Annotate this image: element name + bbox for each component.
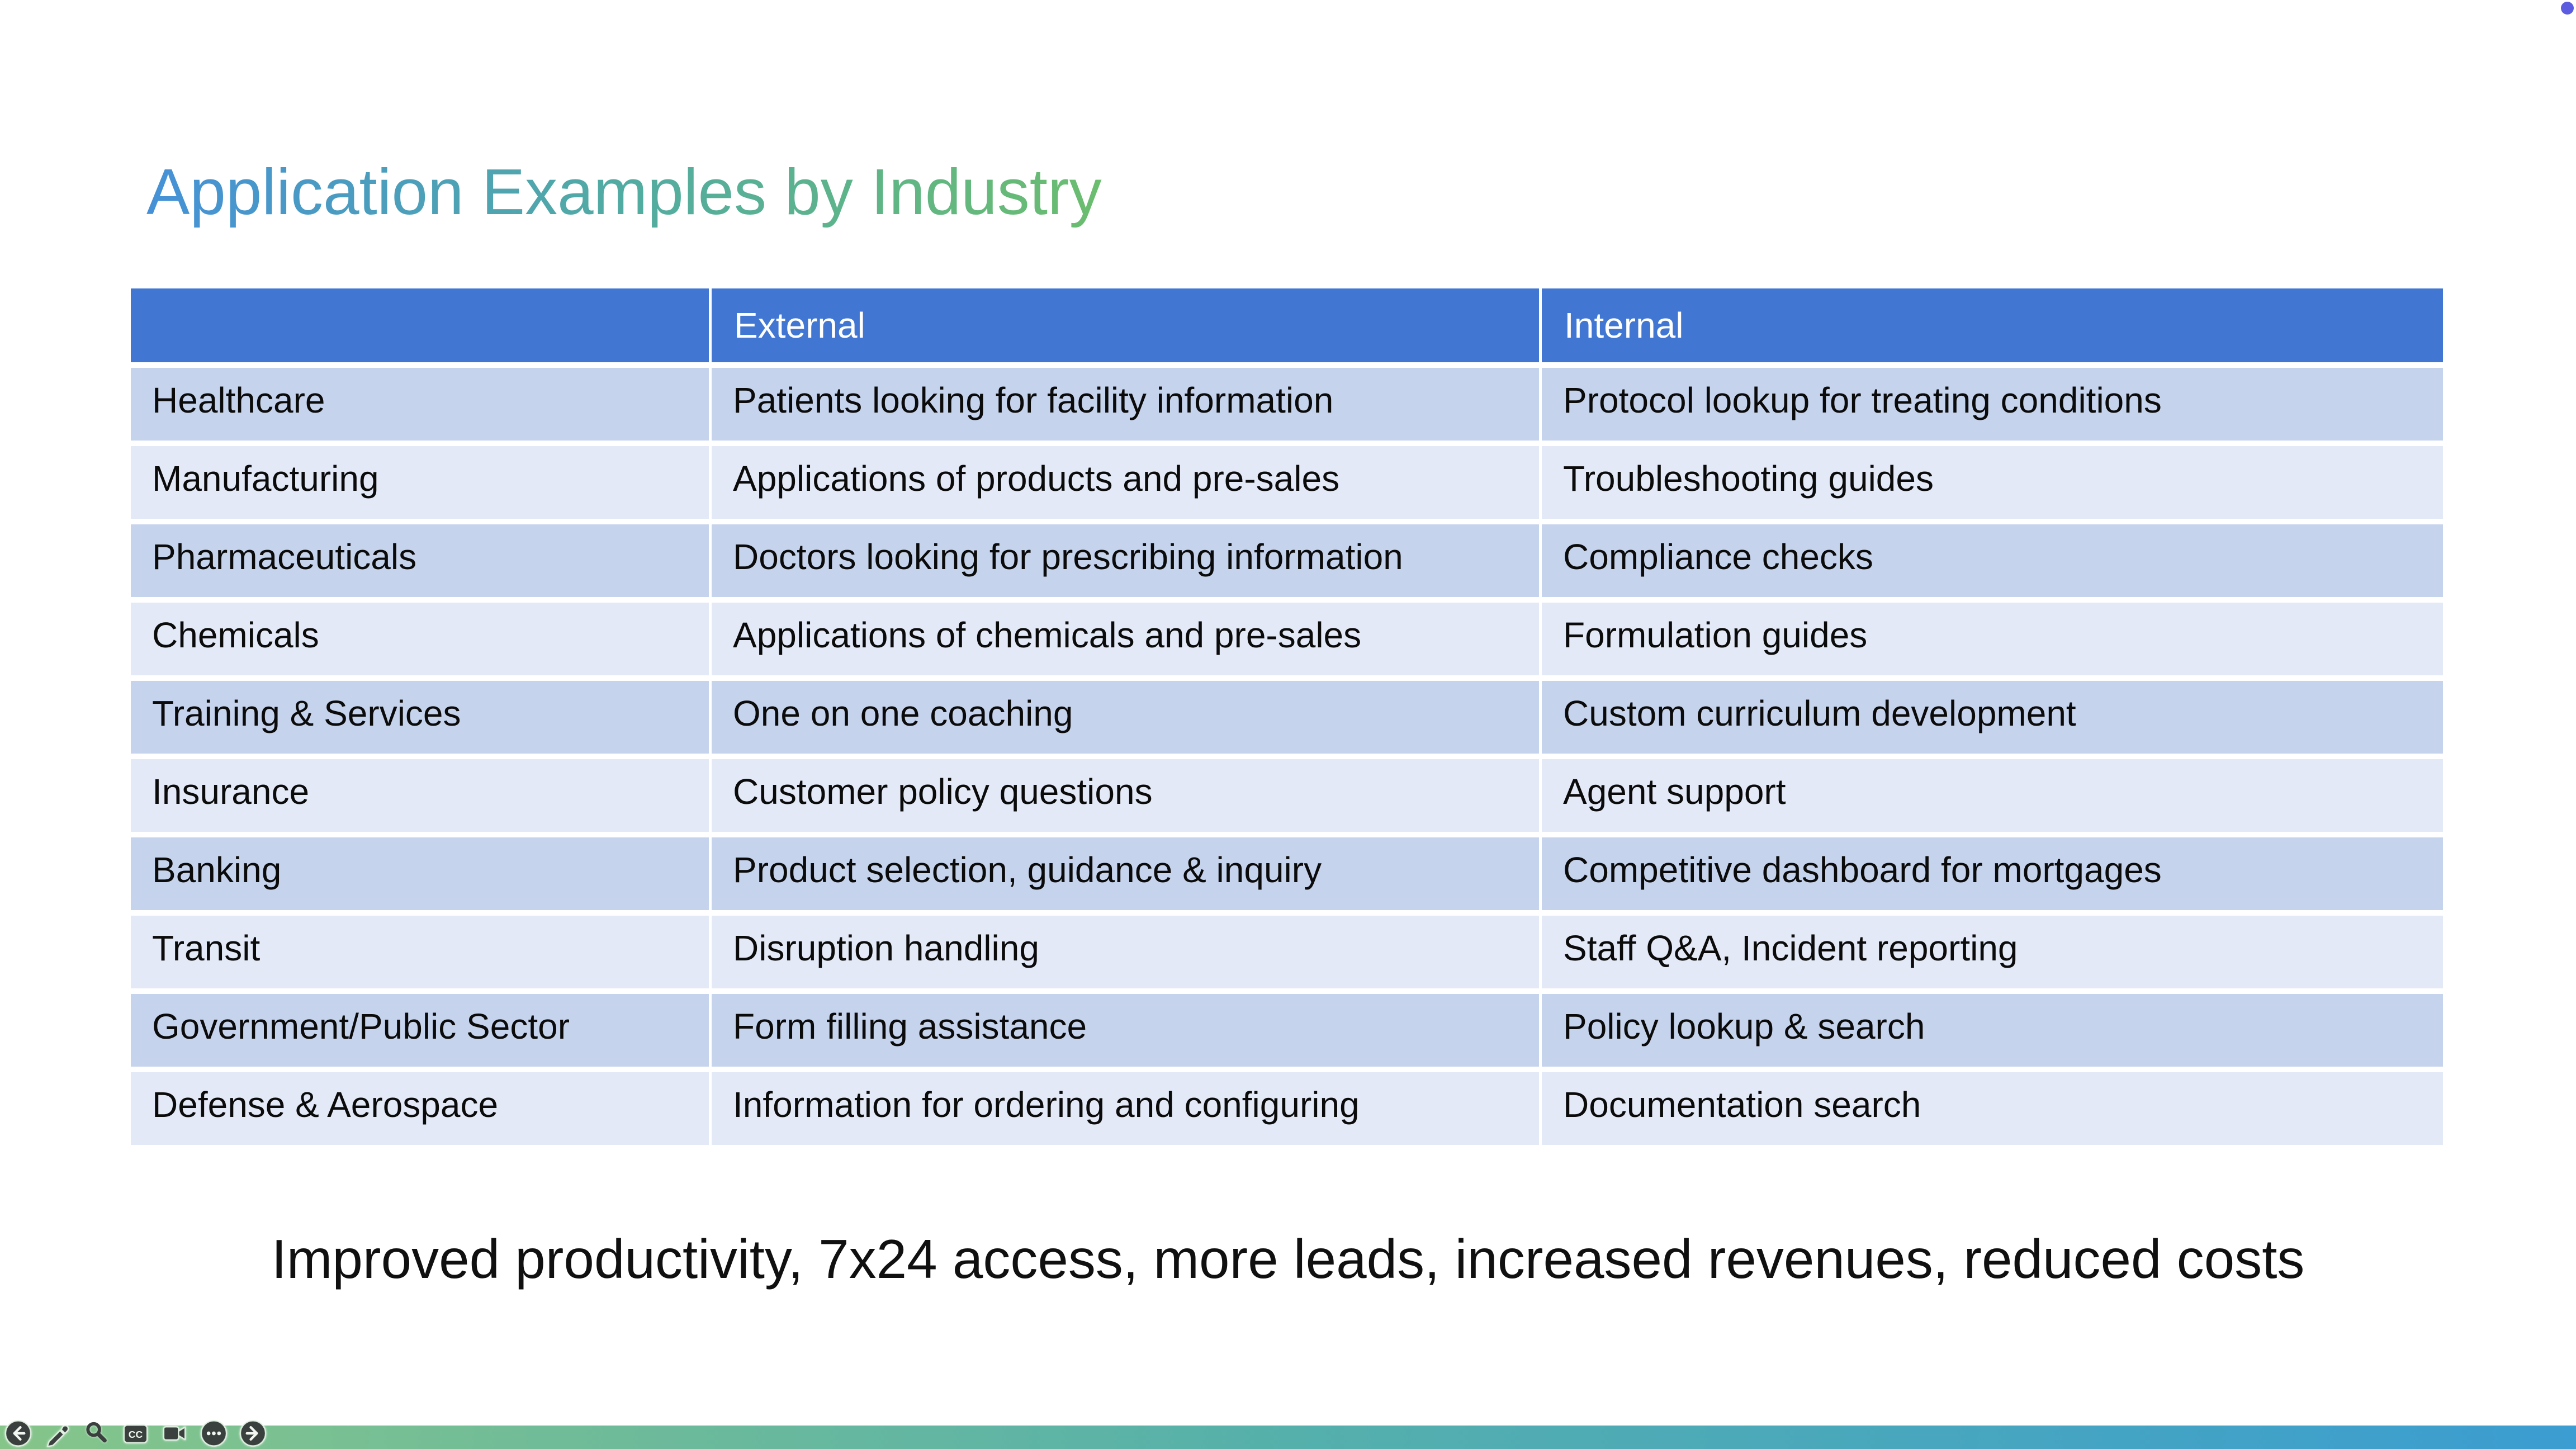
external-cell: Doctors looking for prescribing informat… (712, 524, 1539, 597)
more-options-button[interactable] (200, 1419, 228, 1448)
next-slide-button[interactable] (239, 1419, 267, 1448)
industry-cell: Government/Public Sector (131, 994, 709, 1067)
header-cell-external: External (712, 288, 1539, 362)
internal-cell: Troubleshooting guides (1542, 446, 2443, 519)
external-cell: Customer policy questions (712, 759, 1539, 832)
presenter-toolbar: CC (4, 1418, 267, 1448)
industry-cell: Banking (131, 837, 709, 910)
header-cell-industry (131, 288, 709, 362)
ellipsis-icon (200, 1420, 228, 1447)
arrow-left-icon (4, 1420, 32, 1447)
external-cell: One on one coaching (712, 681, 1539, 754)
camera-icon (163, 1426, 186, 1441)
pen-icon (46, 1425, 69, 1447)
industry-cell: Healthcare (131, 368, 709, 441)
magnifier-icon (86, 1422, 107, 1443)
pen-button[interactable] (43, 1419, 72, 1448)
slide-bottom-accent-bar (0, 1426, 2576, 1449)
industry-cell: Transit (131, 916, 709, 988)
header-cell-internal: Internal (1542, 288, 2443, 362)
external-cell: Product selection, guidance & inquiry (712, 837, 1539, 910)
zoom-button[interactable] (82, 1419, 111, 1448)
industry-cell: Pharmaceuticals (131, 524, 709, 597)
internal-cell: Competitive dashboard for mortgages (1542, 837, 2443, 910)
previous-slide-button[interactable] (4, 1419, 32, 1448)
industry-cell: Insurance (131, 759, 709, 832)
external-cell: Disruption handling (712, 916, 1539, 988)
internal-cell: Custom curriculum development (1542, 681, 2443, 754)
industry-cell: Defense & Aerospace (131, 1072, 709, 1145)
presence-indicator-dot (2561, 2, 2574, 15)
external-cell: Patients looking for facility informatio… (712, 368, 1539, 441)
internal-cell: Documentation search (1542, 1072, 2443, 1145)
slide-title: Application Examples by Industry (146, 150, 1102, 234)
external-cell: Applications of chemicals and pre-sales (712, 603, 1539, 675)
camera-button[interactable] (160, 1419, 189, 1448)
external-cell: Form filling assistance (712, 994, 1539, 1067)
internal-cell: Staff Q&A, Incident reporting (1542, 916, 2443, 988)
internal-cell: Protocol lookup for treating conditions (1542, 368, 2443, 441)
industry-cell: Manufacturing (131, 446, 709, 519)
cc-label: CC (129, 1429, 143, 1440)
arrow-right-icon (239, 1420, 267, 1447)
internal-cell: Policy lookup & search (1542, 994, 2443, 1067)
industry-cell: Chemicals (131, 603, 709, 675)
internal-cell: Compliance checks (1542, 524, 2443, 597)
external-cell: Applications of products and pre-sales (712, 446, 1539, 519)
takeaway-text: Improved productivity, 7x24 access, more… (271, 1228, 2305, 1290)
cc-icon: CC (123, 1424, 148, 1443)
industry-examples-table: External Internal Healthcare Patients lo… (131, 288, 2443, 1145)
industry-cell: Training & Services (131, 681, 709, 754)
closed-captions-button[interactable]: CC (121, 1419, 150, 1448)
external-cell: Information for ordering and configuring (712, 1072, 1539, 1145)
internal-cell: Agent support (1542, 759, 2443, 832)
internal-cell: Formulation guides (1542, 603, 2443, 675)
